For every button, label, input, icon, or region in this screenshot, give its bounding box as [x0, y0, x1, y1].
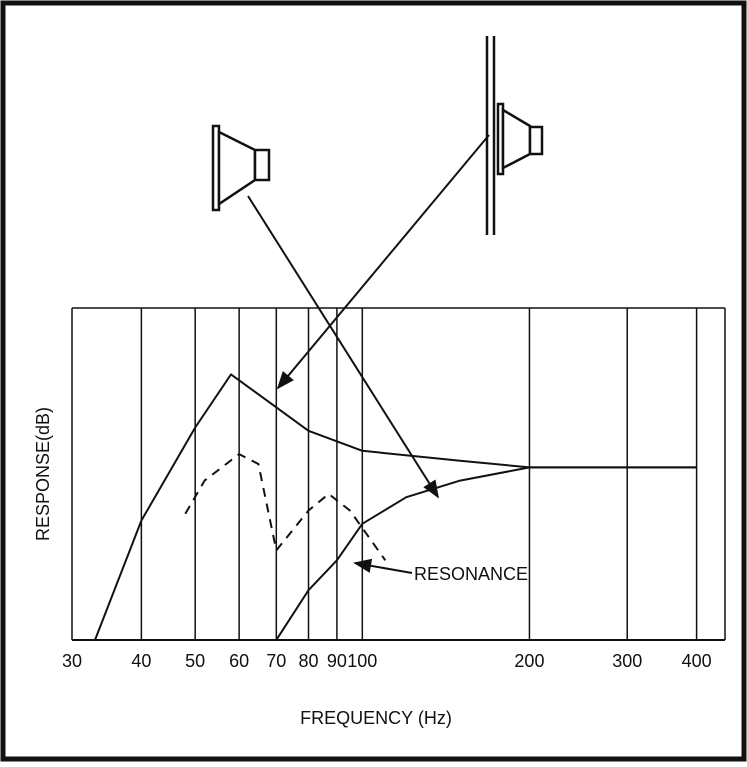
- x-axis-label: FREQUENCY (Hz): [300, 708, 452, 728]
- pointer-arrows: [247, 134, 490, 574]
- x-tick-label: 70: [266, 651, 286, 671]
- y-axis-label: RESPONSE(dB): [33, 407, 53, 541]
- response-curve: [184, 453, 278, 551]
- x-tick-label: 50: [185, 651, 205, 671]
- x-tick-label: 300: [612, 651, 642, 671]
- x-tick-label: 90: [327, 651, 347, 671]
- x-tick-label: 100: [347, 651, 377, 671]
- x-tick-label: 40: [131, 651, 151, 671]
- response-curve: [275, 492, 387, 561]
- x-tick-label: 80: [298, 651, 318, 671]
- x-tick-label: 60: [229, 651, 249, 671]
- annotation: RESONANCE: [414, 564, 528, 584]
- response-curve: [275, 466, 697, 641]
- x-tick-label: 30: [62, 651, 82, 671]
- speaker-icon: [211, 124, 271, 212]
- baffle-speaker-icon: [485, 36, 544, 235]
- x-tick-label: 400: [682, 651, 712, 671]
- x-tick-label: 200: [514, 651, 544, 671]
